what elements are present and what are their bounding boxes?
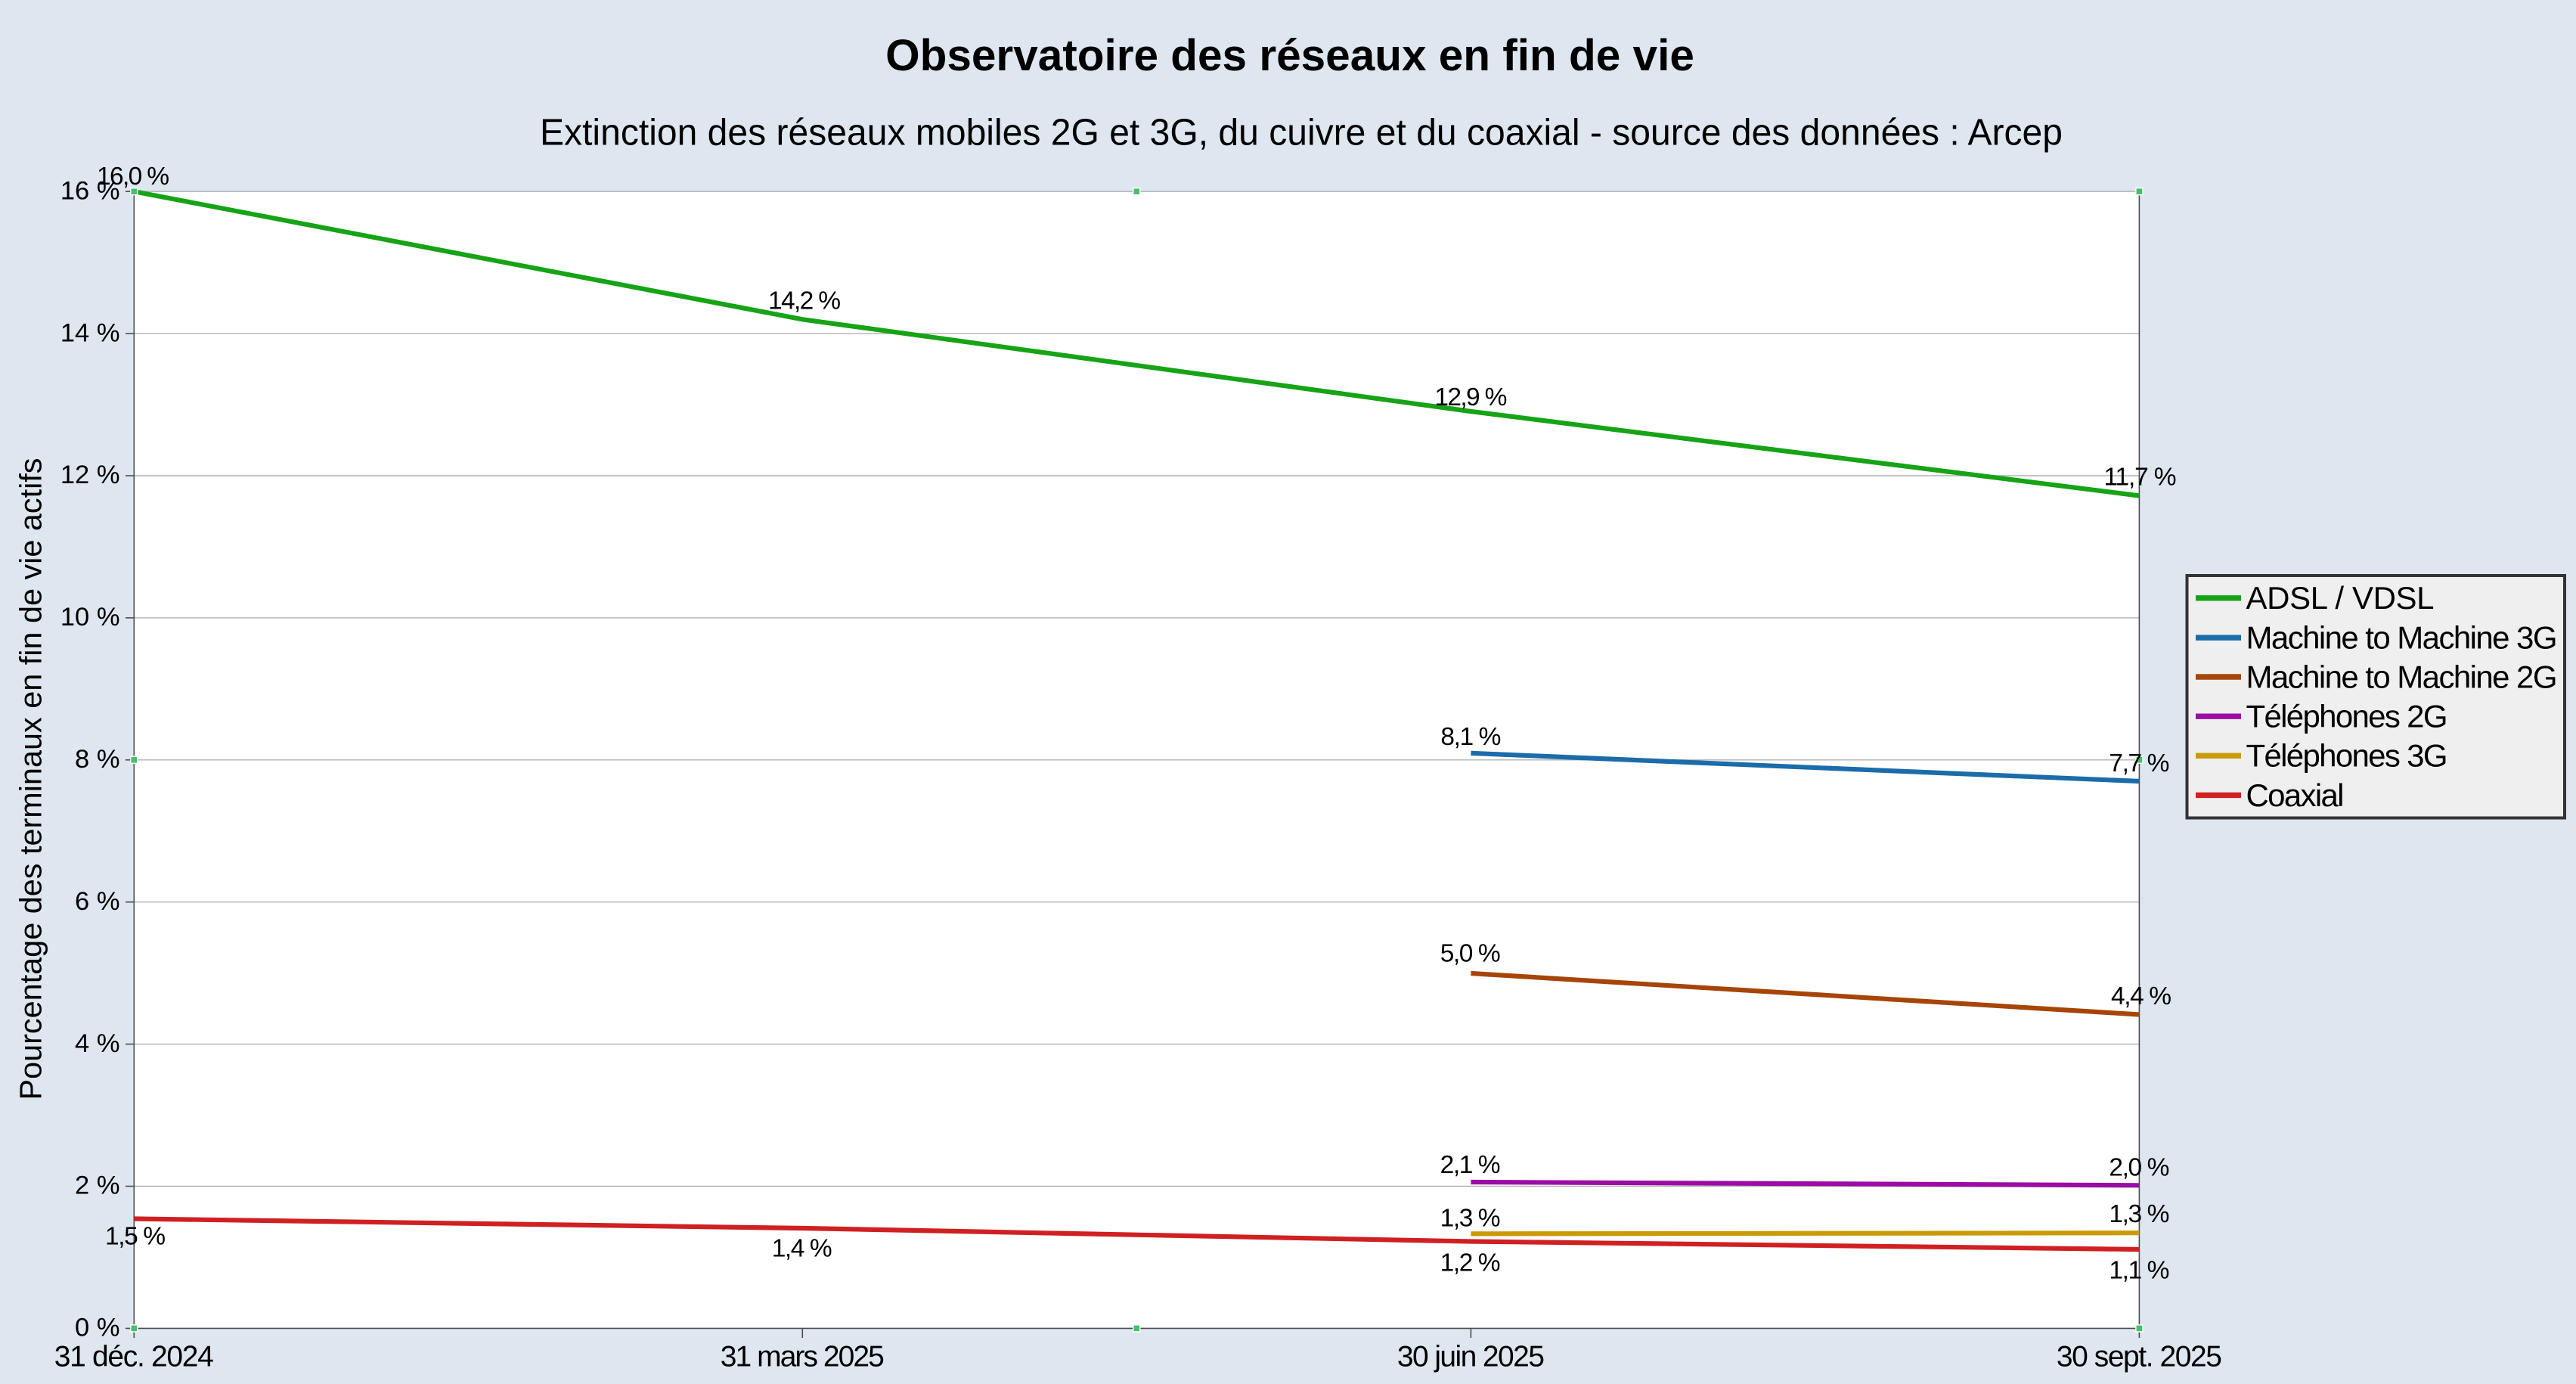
svg-text:1,2 %: 1,2 % xyxy=(1440,1249,1501,1277)
svg-text:14,2 %: 14,2 % xyxy=(768,287,841,315)
svg-text:8,1 %: 8,1 % xyxy=(1440,723,1501,751)
svg-text:30 sept. 2025: 30 sept. 2025 xyxy=(2057,1340,2222,1373)
svg-text:Pourcentage des terminaux en f: Pourcentage des terminaux en fin de vie … xyxy=(14,458,48,1100)
svg-text:1,1 %: 1,1 % xyxy=(2109,1257,2169,1285)
svg-text:11,7 %: 11,7 % xyxy=(2104,464,2177,492)
svg-text:0 %: 0 % xyxy=(75,1314,119,1342)
svg-text:14 %: 14 % xyxy=(60,318,120,347)
svg-text:2 %: 2 % xyxy=(75,1171,119,1200)
svg-text:1,3 %: 1,3 % xyxy=(1440,1205,1501,1233)
svg-text:31 déc. 2024: 31 déc. 2024 xyxy=(54,1340,214,1373)
svg-text:12,9 %: 12,9 % xyxy=(1434,383,1507,411)
svg-text:6 %: 6 % xyxy=(75,887,119,916)
svg-text:Coaxial: Coaxial xyxy=(2246,777,2345,813)
svg-text:16 %: 16 % xyxy=(60,176,120,205)
svg-text:Téléphones 2G: Téléphones 2G xyxy=(2246,699,2448,734)
svg-text:2,1 %: 2,1 % xyxy=(1440,1151,1501,1179)
svg-text:Téléphones 3G: Téléphones 3G xyxy=(2246,738,2448,774)
svg-text:12 %: 12 % xyxy=(60,461,120,489)
svg-text:ADSL / VDSL: ADSL / VDSL xyxy=(2246,580,2435,616)
svg-text:1,5 %: 1,5 % xyxy=(105,1223,166,1251)
svg-text:1,4 %: 1,4 % xyxy=(772,1235,832,1263)
svg-text:1,3 %: 1,3 % xyxy=(2109,1200,2169,1228)
svg-text:16,0 %: 16,0 % xyxy=(97,163,169,191)
svg-text:4 %: 4 % xyxy=(75,1029,119,1058)
svg-text:Machine to Machine 2G: Machine to Machine 2G xyxy=(2246,659,2558,695)
svg-text:5,0 %: 5,0 % xyxy=(1440,940,1501,968)
svg-text:31 mars 2025: 31 mars 2025 xyxy=(721,1340,885,1373)
svg-text:8 %: 8 % xyxy=(75,745,119,774)
svg-text:4,4 %: 4,4 % xyxy=(2111,982,2171,1010)
svg-text:Machine to Machine 3G: Machine to Machine 3G xyxy=(2246,620,2558,656)
svg-text:10 %: 10 % xyxy=(60,603,120,631)
svg-text:Extinction des réseaux mobiles: Extinction des réseaux mobiles 2G et 3G,… xyxy=(540,112,2063,154)
svg-text:7,7 %: 7,7 % xyxy=(2109,749,2169,777)
svg-text:30 juin 2025: 30 juin 2025 xyxy=(1397,1340,1545,1373)
svg-text:Observatoire des réseaux en fi: Observatoire des réseaux en fin de vie xyxy=(885,31,1694,80)
svg-text:2,0 %: 2,0 % xyxy=(2109,1154,2169,1182)
